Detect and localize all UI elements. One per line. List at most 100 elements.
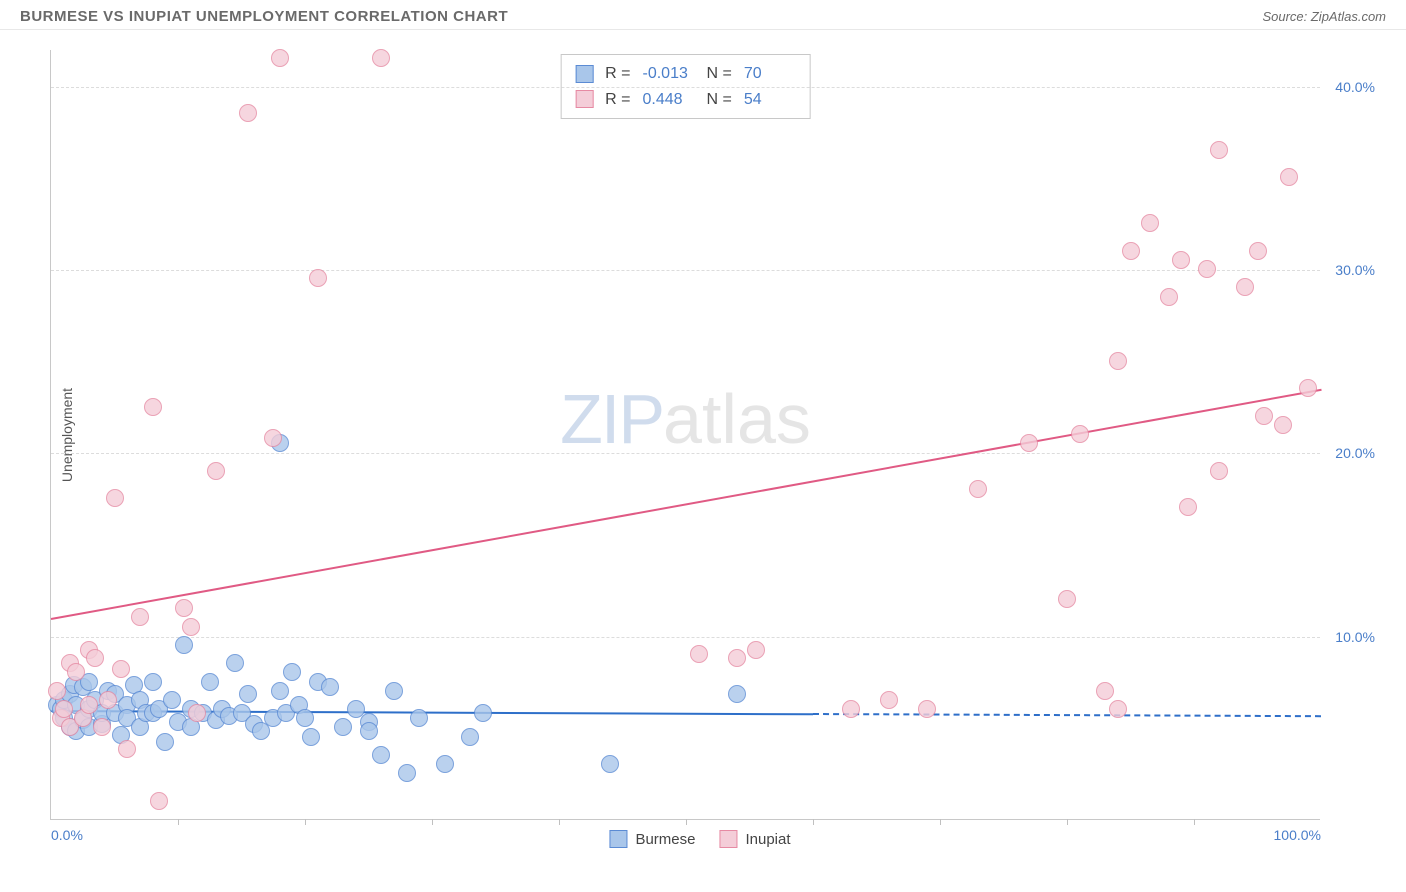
bottom-legend: Burmese Inupiat — [609, 830, 790, 848]
scatter-marker-inupiat — [86, 649, 104, 667]
x-tick — [305, 819, 306, 825]
swatch-burmese — [575, 65, 593, 83]
scatter-marker-burmese — [283, 663, 301, 681]
scatter-marker-inupiat — [1096, 682, 1114, 700]
scatter-marker-inupiat — [106, 489, 124, 507]
scatter-marker-burmese — [728, 685, 746, 703]
scatter-marker-inupiat — [309, 269, 327, 287]
scatter-marker-inupiat — [182, 618, 200, 636]
scatter-marker-inupiat — [80, 696, 98, 714]
scatter-marker-inupiat — [1280, 168, 1298, 186]
legend-swatch-burmese — [609, 830, 627, 848]
scatter-marker-inupiat — [131, 608, 149, 626]
scatter-marker-inupiat — [1109, 700, 1127, 718]
scatter-marker-burmese — [302, 728, 320, 746]
scatter-marker-inupiat — [1141, 214, 1159, 232]
scatter-marker-inupiat — [1210, 462, 1228, 480]
n-label: N = — [707, 61, 732, 87]
gridline-h — [51, 453, 1320, 454]
scatter-marker-burmese — [360, 722, 378, 740]
scatter-marker-inupiat — [1179, 498, 1197, 516]
plot-area: ZIPatlas R = -0.013 N = 70 R = 0.448 N =… — [50, 50, 1320, 820]
scatter-marker-inupiat — [55, 700, 73, 718]
scatter-marker-inupiat — [99, 691, 117, 709]
r-value-inupiat: 0.448 — [643, 87, 695, 113]
scatter-marker-burmese — [372, 746, 390, 764]
scatter-marker-burmese — [175, 636, 193, 654]
scatter-marker-inupiat — [690, 645, 708, 663]
scatter-marker-burmese — [271, 682, 289, 700]
stats-row-inupiat: R = 0.448 N = 54 — [575, 87, 796, 113]
scatter-marker-inupiat — [1236, 278, 1254, 296]
n-value-inupiat: 54 — [744, 87, 796, 113]
chart-header: BURMESE VS INUPIAT UNEMPLOYMENT CORRELAT… — [0, 0, 1406, 30]
r-label: R = — [605, 87, 630, 113]
scatter-marker-inupiat — [175, 599, 193, 617]
n-value-burmese: 70 — [744, 61, 796, 87]
x-tick — [178, 819, 179, 825]
gridline-h — [51, 270, 1320, 271]
scatter-marker-inupiat — [1122, 242, 1140, 260]
scatter-marker-inupiat — [1210, 141, 1228, 159]
regression-line-dashed-burmese — [813, 713, 1321, 717]
scatter-marker-inupiat — [372, 49, 390, 67]
scatter-marker-inupiat — [239, 104, 257, 122]
legend-item-burmese: Burmese — [609, 830, 695, 848]
scatter-marker-inupiat — [1172, 251, 1190, 269]
chart-title: BURMESE VS INUPIAT UNEMPLOYMENT CORRELAT… — [20, 8, 508, 25]
r-value-burmese: -0.013 — [643, 61, 695, 87]
scatter-marker-inupiat — [1109, 352, 1127, 370]
scatter-marker-burmese — [385, 682, 403, 700]
scatter-marker-inupiat — [207, 462, 225, 480]
x-tick — [940, 819, 941, 825]
scatter-marker-inupiat — [93, 718, 111, 736]
legend-swatch-inupiat — [719, 830, 737, 848]
watermark-zip: ZIP — [560, 380, 663, 458]
scatter-marker-inupiat — [728, 649, 746, 667]
scatter-marker-burmese — [461, 728, 479, 746]
legend-label-inupiat: Inupiat — [745, 831, 790, 848]
watermark-atlas: atlas — [663, 380, 811, 458]
scatter-marker-inupiat — [1274, 416, 1292, 434]
x-tick — [686, 819, 687, 825]
x-tick — [1194, 819, 1195, 825]
scatter-marker-burmese — [239, 685, 257, 703]
y-tick-label: 10.0% — [1335, 629, 1375, 645]
swatch-inupiat — [575, 90, 593, 108]
scatter-marker-burmese — [144, 673, 162, 691]
x-tick — [559, 819, 560, 825]
scatter-marker-inupiat — [1058, 590, 1076, 608]
x-tick — [1067, 819, 1068, 825]
scatter-marker-burmese — [163, 691, 181, 709]
scatter-marker-inupiat — [969, 480, 987, 498]
n-label: N = — [707, 87, 732, 113]
gridline-h — [51, 637, 1320, 638]
scatter-marker-burmese — [226, 654, 244, 672]
r-label: R = — [605, 61, 630, 87]
scatter-marker-burmese — [201, 673, 219, 691]
scatter-marker-inupiat — [1299, 379, 1317, 397]
y-tick-label: 40.0% — [1335, 79, 1375, 95]
scatter-marker-inupiat — [1020, 434, 1038, 452]
source-attribution: Source: ZipAtlas.com — [1262, 9, 1386, 24]
scatter-marker-burmese — [321, 678, 339, 696]
scatter-marker-inupiat — [1255, 407, 1273, 425]
x-tick — [813, 819, 814, 825]
x-tick-label: 0.0% — [51, 827, 83, 843]
scatter-marker-inupiat — [67, 663, 85, 681]
scatter-marker-burmese — [398, 764, 416, 782]
gridline-h — [51, 87, 1320, 88]
scatter-marker-inupiat — [747, 641, 765, 659]
scatter-marker-inupiat — [1071, 425, 1089, 443]
y-tick-label: 30.0% — [1335, 262, 1375, 278]
scatter-marker-burmese — [334, 718, 352, 736]
scatter-marker-inupiat — [918, 700, 936, 718]
scatter-marker-inupiat — [144, 398, 162, 416]
scatter-marker-burmese — [436, 755, 454, 773]
stats-row-burmese: R = -0.013 N = 70 — [575, 61, 796, 87]
scatter-marker-inupiat — [1160, 288, 1178, 306]
legend-item-inupiat: Inupiat — [719, 830, 790, 848]
chart-container: Unemployment ZIPatlas R = -0.013 N = 70 … — [50, 50, 1350, 820]
scatter-marker-inupiat — [271, 49, 289, 67]
scatter-marker-burmese — [296, 709, 314, 727]
